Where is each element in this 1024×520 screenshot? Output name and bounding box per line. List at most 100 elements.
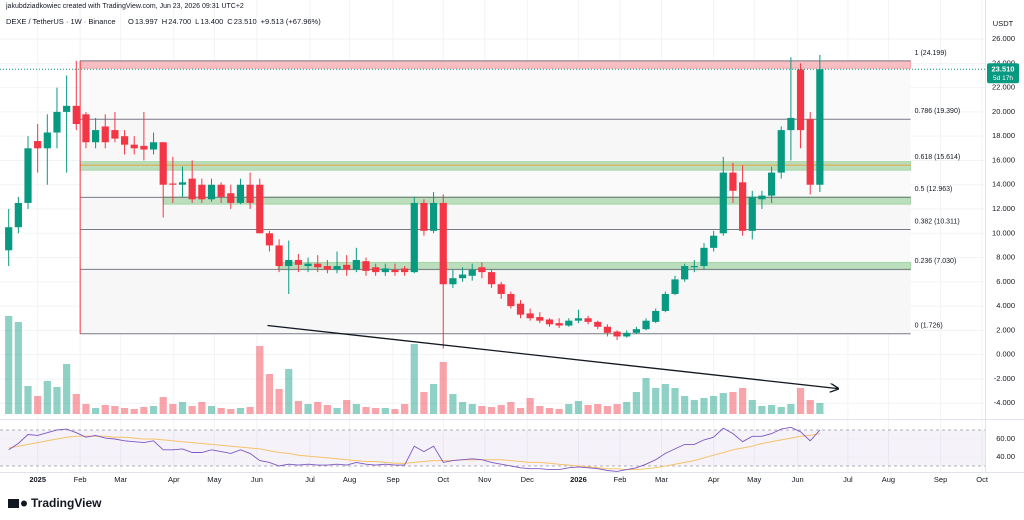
- x-tick-label: Mar: [114, 475, 127, 484]
- volume-bar: [72, 394, 80, 414]
- volume-bar: [140, 407, 148, 414]
- volume-bar: [719, 393, 727, 414]
- volume-bar: [710, 396, 718, 414]
- fib-fill: [80, 269, 911, 334]
- candle-body: [758, 195, 766, 200]
- candle-body: [478, 267, 486, 273]
- x-tick-label: Apr: [708, 475, 720, 484]
- candle-body: [748, 196, 756, 231]
- fib-label: 0.5 (12.963): [915, 186, 953, 193]
- candle-body: [82, 114, 90, 143]
- brand: TradingView: [31, 496, 102, 510]
- y-tick-label: 2.000: [996, 325, 1015, 334]
- x-tick-label: Jun: [792, 475, 804, 484]
- volume-bar: [294, 401, 302, 414]
- x-tick-label: Oct: [976, 475, 989, 484]
- candle-body: [420, 202, 428, 231]
- ohlc-key: C: [227, 17, 233, 26]
- volume-bar: [758, 406, 766, 414]
- y-tick-label: 6.000: [996, 277, 1015, 286]
- candle-body: [169, 183, 177, 185]
- volume-bar: [43, 381, 51, 414]
- rsi-ma-line: [8, 433, 820, 471]
- candle-body: [439, 202, 447, 285]
- candle-body: [700, 247, 708, 267]
- x-tick-label: Dec: [521, 475, 535, 484]
- candle-body: [487, 272, 496, 285]
- volume-bar: [690, 400, 698, 414]
- candle-body: [777, 130, 785, 173]
- volume-bar: [217, 408, 225, 414]
- y-tick-label: 16.000: [992, 155, 1015, 164]
- zone: [79, 161, 912, 171]
- candle-body: [14, 202, 22, 228]
- volume-bar: [449, 394, 457, 414]
- volume-bar: [188, 406, 196, 414]
- volume-bar: [34, 396, 42, 414]
- candle-body: [159, 142, 167, 185]
- x-tick-label: Feb: [614, 475, 627, 484]
- rsi-tick-label: 60.00: [996, 434, 1015, 443]
- candle-body: [333, 266, 341, 270]
- candle-body: [391, 269, 399, 273]
- volume-bar: [574, 401, 583, 414]
- volume-bar: [82, 404, 90, 414]
- candle-body: [468, 269, 476, 276]
- x-tick-label: May: [207, 475, 221, 484]
- candle-body: [323, 266, 331, 270]
- candle-body: [584, 318, 592, 322]
- volume-bar: [497, 405, 505, 414]
- volume-bar: [101, 405, 109, 414]
- fib-fill: [80, 60, 911, 120]
- candle-body: [555, 323, 563, 326]
- volume-bar: [159, 397, 167, 414]
- y-tick-label: 24.000: [992, 58, 1015, 67]
- volume-bar: [526, 398, 534, 414]
- volume-bar: [739, 388, 747, 414]
- volume-bar: [487, 407, 496, 414]
- candle-body: [806, 119, 814, 185]
- candle-body: [72, 105, 80, 125]
- candle-body: [545, 319, 554, 325]
- rsi-band: [0, 430, 985, 466]
- y-tick-label: 14.000: [992, 180, 1015, 189]
- candle-body: [227, 193, 235, 203]
- volume-bar: [632, 392, 640, 414]
- candle-body: [449, 278, 457, 285]
- volume-bar: [381, 408, 389, 414]
- volume-bar: [729, 392, 737, 414]
- currency: USDT: [993, 19, 1014, 28]
- y-tick-label: 8.000: [996, 253, 1015, 262]
- candle-body: [53, 111, 61, 133]
- ohlc-value: 24.700: [168, 17, 191, 26]
- volume-bar: [545, 408, 554, 414]
- volume-bar: [787, 404, 795, 414]
- volume-bar: [236, 408, 245, 414]
- candle-body: [314, 263, 322, 268]
- volume-bar: [111, 406, 119, 414]
- logo: [8, 499, 27, 508]
- x-tick-label: Nov: [478, 475, 492, 484]
- volume-bar: [304, 404, 312, 414]
- fib-label: 0 (1.726): [915, 323, 943, 330]
- price-tag: [987, 63, 1019, 84]
- x-tick-label: Apr: [168, 475, 180, 484]
- candle-body: [188, 178, 196, 200]
- candle-body: [661, 293, 669, 311]
- candle-body: [381, 268, 389, 273]
- volume-bar: [285, 369, 293, 414]
- volume-bar: [256, 346, 264, 414]
- ohlc-value: 13.400: [200, 17, 223, 26]
- candle-body: [304, 263, 312, 267]
- candle-body: [34, 141, 42, 149]
- candle-body: [507, 293, 515, 307]
- x-tick-label: Jul: [305, 475, 315, 484]
- x-tick-label: Jul: [843, 475, 853, 484]
- candle-body: [710, 235, 718, 248]
- candle-body: [719, 172, 727, 234]
- candle-body: [739, 182, 747, 231]
- candle-body: [816, 69, 824, 185]
- volume-bar: [700, 398, 708, 414]
- volume-bar: [149, 406, 158, 414]
- y-tick-label: 10.000: [992, 228, 1015, 237]
